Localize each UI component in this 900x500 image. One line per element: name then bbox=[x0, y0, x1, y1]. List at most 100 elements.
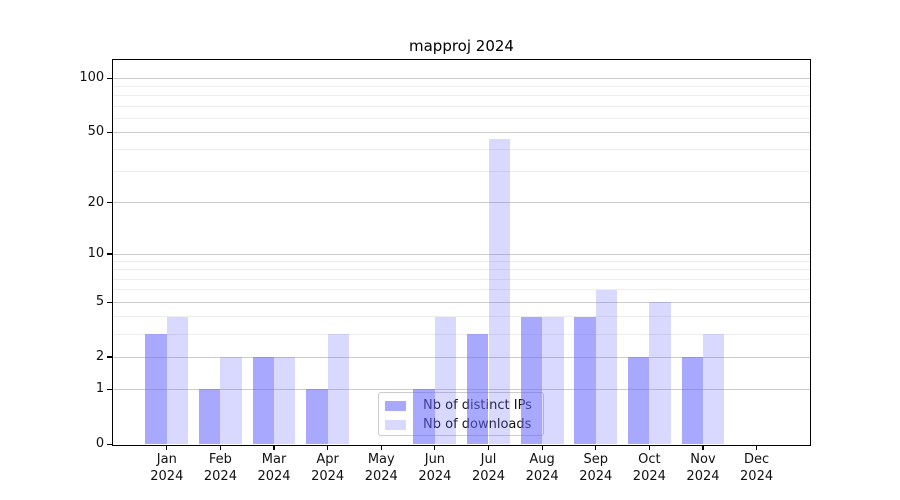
x-tick-month: Dec bbox=[744, 452, 770, 468]
y-tick-mark bbox=[107, 131, 113, 133]
grid-minor-line bbox=[113, 171, 811, 173]
x-tick-year: 2024 bbox=[150, 468, 184, 484]
bar-distinct-ips bbox=[627, 357, 650, 445]
y-tick-label: 100 bbox=[79, 70, 105, 86]
plot-area bbox=[112, 59, 811, 446]
x-tick-year: 2024 bbox=[632, 468, 666, 484]
x-tick-mark bbox=[541, 445, 543, 451]
legend-item: Nb of distinct IPs bbox=[385, 396, 543, 415]
y-tick-label: 20 bbox=[87, 194, 105, 210]
x-tick-month: Mar bbox=[261, 452, 287, 468]
x-tick-label: May 2024 bbox=[351, 452, 411, 485]
y-tick-label: 1 bbox=[95, 381, 105, 397]
x-tick-mark bbox=[434, 445, 436, 451]
x-tick-label: Sep 2024 bbox=[566, 452, 626, 485]
x-tick-mark bbox=[755, 445, 758, 451]
x-tick-year: 2024 bbox=[525, 468, 559, 484]
x-tick-year: 2024 bbox=[686, 468, 720, 484]
bar-downloads bbox=[595, 289, 618, 445]
x-tick-year: 2024 bbox=[740, 468, 774, 484]
x-tick-year: 2024 bbox=[364, 468, 398, 484]
grid-minor-line bbox=[113, 95, 811, 97]
x-tick-month: Jan bbox=[156, 452, 177, 468]
grid-minor-line bbox=[113, 149, 811, 151]
x-tick-mark bbox=[648, 445, 650, 451]
x-tick-year: 2024 bbox=[579, 468, 613, 484]
grid-major-line bbox=[113, 301, 811, 303]
x-tick-month: Jul bbox=[480, 452, 497, 468]
y-tick-label: 5 bbox=[95, 294, 105, 310]
grid-minor-line bbox=[113, 278, 811, 280]
x-tick-year: 2024 bbox=[418, 468, 452, 484]
x-tick-month: Sep bbox=[583, 452, 608, 468]
x-tick-month: Aug bbox=[529, 452, 555, 468]
grid-minor-line bbox=[113, 85, 811, 87]
bar-downloads bbox=[488, 138, 510, 445]
legend-swatch-downloads bbox=[385, 419, 406, 430]
y-tick-mark bbox=[107, 253, 113, 255]
grid-minor-line bbox=[113, 105, 811, 107]
chart-title: mapproj 2024 bbox=[409, 37, 514, 55]
bar-distinct-ips bbox=[306, 389, 328, 445]
grid-minor-line bbox=[113, 289, 811, 291]
x-tick-month: Nov bbox=[690, 452, 716, 468]
y-tick-label: 2 bbox=[95, 349, 105, 365]
y-tick-mark bbox=[107, 443, 113, 445]
legend: Nb of distinct IPsNb of downloads bbox=[378, 392, 544, 436]
grid-minor-line bbox=[113, 316, 811, 318]
legend-item: Nb of downloads bbox=[385, 415, 543, 434]
x-tick-year: 2024 bbox=[471, 468, 506, 484]
grid-major-line bbox=[113, 356, 811, 358]
x-tick-label: Nov 2024 bbox=[673, 452, 733, 485]
x-tick-mark bbox=[327, 445, 329, 451]
x-tick-month: Jun bbox=[424, 452, 446, 468]
grid-major-line bbox=[113, 202, 811, 204]
x-tick-label: Aug 2024 bbox=[512, 452, 572, 485]
y-tick-mark bbox=[107, 202, 113, 204]
grid-major-line bbox=[113, 77, 811, 79]
y-tick-mark bbox=[107, 301, 113, 303]
x-tick-mark bbox=[595, 445, 597, 451]
x-tick-label: Apr 2024 bbox=[298, 452, 358, 485]
y-tick-label: 10 bbox=[87, 246, 105, 262]
y-tick-label: 0 bbox=[95, 436, 105, 452]
bar-downloads bbox=[220, 357, 242, 445]
grid-minor-line bbox=[113, 333, 811, 335]
bar-distinct-ips bbox=[145, 334, 167, 445]
x-tick-month: May bbox=[367, 452, 395, 468]
legend-swatch-distinct-ips bbox=[385, 400, 406, 411]
x-tick-year: 2024 bbox=[311, 468, 345, 484]
bar-downloads bbox=[649, 302, 671, 445]
y-tick-mark bbox=[107, 356, 113, 358]
x-tick-mark bbox=[166, 445, 168, 451]
bar-downloads bbox=[702, 334, 725, 445]
y-tick-label: 50 bbox=[87, 124, 105, 140]
bar-downloads bbox=[434, 316, 457, 445]
y-tick-mark bbox=[107, 388, 113, 390]
x-tick-mark bbox=[702, 445, 704, 451]
x-tick-year: 2024 bbox=[257, 468, 291, 484]
bar-distinct-ips bbox=[467, 334, 489, 445]
x-tick-label: Jun 2024 bbox=[405, 452, 465, 485]
grid-minor-line bbox=[113, 269, 811, 271]
y-tick-mark bbox=[107, 77, 113, 79]
bar-downloads bbox=[274, 357, 296, 445]
x-tick-mark bbox=[487, 445, 490, 451]
x-tick-label: Dec 2024 bbox=[727, 452, 787, 485]
x-tick-month: Oct bbox=[638, 452, 661, 468]
x-tick-label: Jul 2024 bbox=[459, 452, 519, 485]
x-tick-year: 2024 bbox=[203, 468, 237, 484]
x-tick-label: Mar 2024 bbox=[244, 452, 304, 485]
x-tick-month: Feb bbox=[208, 452, 232, 468]
x-tick-mark bbox=[380, 445, 382, 451]
bar-distinct-ips bbox=[413, 389, 435, 445]
bar-distinct-ips bbox=[252, 357, 275, 445]
x-tick-label: Feb 2024 bbox=[190, 452, 250, 485]
bar-distinct-ips bbox=[681, 357, 703, 445]
grid-major-line bbox=[113, 253, 811, 255]
bar-distinct-ips bbox=[199, 389, 221, 445]
x-tick-mark bbox=[273, 445, 275, 451]
bar-downloads bbox=[542, 316, 564, 445]
x-tick-label: Oct 2024 bbox=[619, 452, 679, 485]
